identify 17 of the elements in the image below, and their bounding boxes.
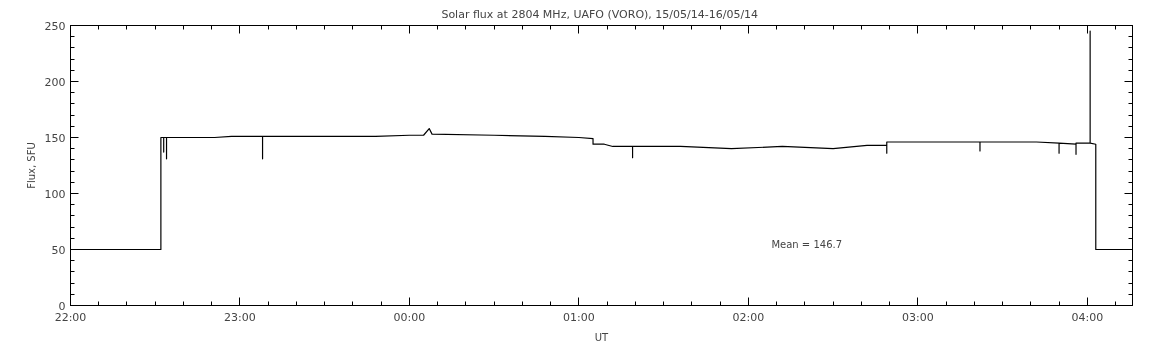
x-tick-label: 03:00 bbox=[901, 310, 934, 324]
x-tick-label: 22:00 bbox=[54, 310, 87, 324]
x-tick-label: 01:00 bbox=[563, 310, 595, 324]
y-axis-title: Flux, SFU bbox=[25, 142, 37, 189]
y-tick-label: 50 bbox=[51, 243, 66, 257]
x-tick-label: 04:00 bbox=[1071, 310, 1104, 324]
x-tick-label: 02:00 bbox=[732, 310, 765, 324]
x-tick-label: 23:00 bbox=[224, 310, 256, 324]
y-tick-label: 0 bbox=[58, 299, 66, 313]
x-tick-label: 00:00 bbox=[393, 310, 426, 324]
y-tick-label: 250 bbox=[44, 19, 66, 33]
x-axis-title: UT bbox=[594, 331, 610, 343]
y-tick-label: 200 bbox=[44, 75, 66, 89]
chart-title: Solar flux at 2804 MHz, UAFO (VORO), 15/05/14-16/05/14 bbox=[441, 7, 759, 21]
annotation: Mean = 146.7 bbox=[771, 238, 843, 250]
y-tick-label: 100 bbox=[44, 187, 66, 201]
y-tick-label: 150 bbox=[44, 131, 66, 145]
